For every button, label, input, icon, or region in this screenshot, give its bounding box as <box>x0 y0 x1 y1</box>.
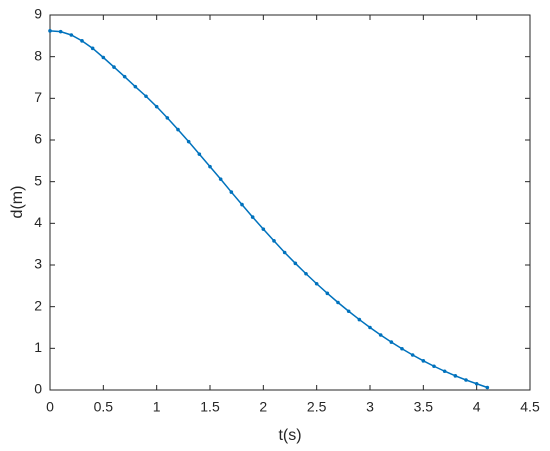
data-point <box>165 116 170 120</box>
data-point <box>410 353 415 357</box>
data-point <box>218 177 223 181</box>
y-axis-label: d(m) <box>9 186 26 219</box>
x-tick-label: 2 <box>259 399 267 415</box>
data-point <box>90 46 95 51</box>
data-point <box>69 33 74 37</box>
y-tick-label: 6 <box>34 131 42 147</box>
data-line <box>49 30 488 389</box>
data-point <box>421 359 426 363</box>
data-point <box>389 340 394 344</box>
data-point <box>144 94 148 99</box>
data-point <box>346 309 351 314</box>
x-tick-label: 4.5 <box>520 399 540 415</box>
data-point <box>314 281 319 286</box>
data-point <box>133 84 138 89</box>
data-point <box>154 104 159 109</box>
data-point <box>240 202 244 207</box>
data-point <box>293 261 298 266</box>
data-point <box>101 55 106 60</box>
data-point <box>197 152 202 156</box>
x-tick-label: 3.5 <box>414 399 434 415</box>
data-point <box>304 271 308 276</box>
data-point <box>325 291 330 296</box>
y-tick-label: 1 <box>34 339 42 355</box>
x-tick-label: 0 <box>46 399 54 415</box>
y-tick-label: 9 <box>34 6 42 22</box>
x-tick-label: 0.5 <box>94 399 114 415</box>
data-point <box>378 333 383 337</box>
data-point <box>250 215 255 219</box>
data-point <box>186 139 191 144</box>
data-point <box>122 74 127 79</box>
data-point <box>432 364 436 369</box>
data-point <box>48 29 52 33</box>
y-tick-label: 7 <box>34 89 42 105</box>
x-axis-label: t(s) <box>278 427 301 444</box>
data-point <box>357 317 362 322</box>
data-point <box>400 346 404 351</box>
y-tick-label: 4 <box>34 214 42 230</box>
y-tick-label: 0 <box>34 381 42 397</box>
data-point <box>442 369 447 374</box>
data-point <box>80 39 84 43</box>
data-point <box>336 300 340 305</box>
data-point <box>112 65 116 69</box>
y-tick-label: 2 <box>34 297 42 313</box>
data-point <box>229 190 234 194</box>
data-point <box>282 250 287 255</box>
data-point <box>368 325 372 330</box>
data-point <box>261 227 266 231</box>
data-point <box>272 239 276 243</box>
x-tick-label: 2.5 <box>307 399 327 415</box>
data-point <box>208 164 212 169</box>
data-point <box>464 378 468 382</box>
data-point <box>474 381 479 386</box>
plot-area <box>49 14 531 391</box>
data-point <box>176 127 180 132</box>
x-tick-label: 1.5 <box>200 399 220 415</box>
y-tick-label: 3 <box>34 256 42 272</box>
y-tick-label: 8 <box>34 47 42 63</box>
x-tick-label: 1 <box>153 399 161 415</box>
data-point <box>453 374 458 378</box>
data-point <box>485 385 490 390</box>
y-tick-label: 5 <box>34 172 42 188</box>
x-tick-label: 3 <box>366 399 374 415</box>
data-point <box>58 29 63 34</box>
x-tick-label: 4 <box>473 399 481 415</box>
